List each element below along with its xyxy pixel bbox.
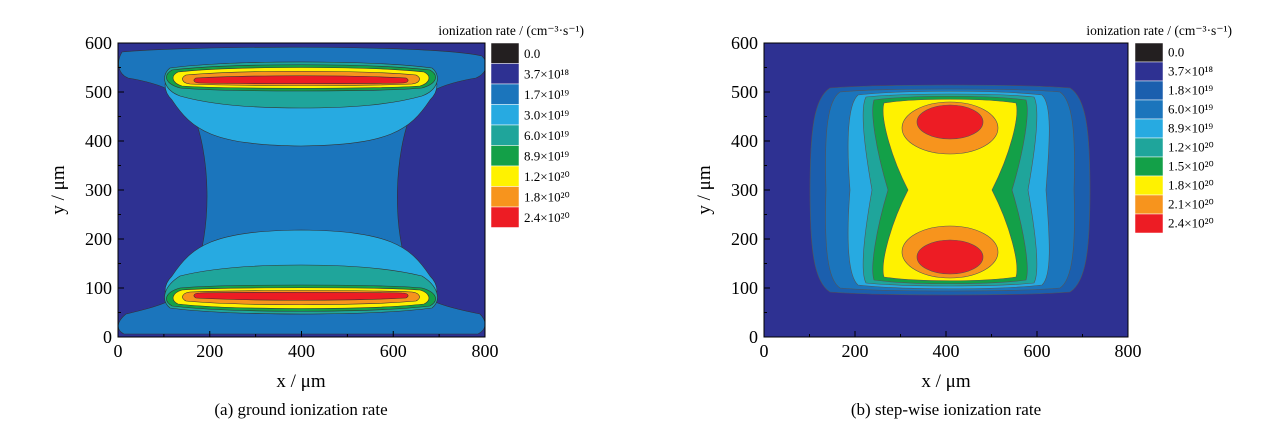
- colorbar-swatch-a-4: [490, 124, 520, 146]
- x-tick-label-b-3: 600: [1024, 341, 1051, 361]
- contour-a-top-level-7: [193, 75, 409, 85]
- x-tick-label-a-3: 600: [380, 341, 407, 361]
- colorbar-swatch-b-8: [1134, 194, 1164, 215]
- colorbar-label-b-5: 1.2×10²⁰: [1168, 140, 1214, 155]
- colorbar-b: ionization rate / (cm⁻³·s⁻¹) 0.0 3.7×10¹⁸…: [1086, 23, 1232, 234]
- caption-a: (a) ground ionization rate: [214, 400, 387, 419]
- chart-b-contours: [764, 43, 1128, 337]
- colorbar-label-b-3: 6.0×10¹⁹: [1168, 102, 1213, 117]
- colorbar-swatch-b-9: [1134, 213, 1164, 234]
- colorbar-label-b-6: 1.5×10²⁰: [1168, 159, 1214, 174]
- colorbar-label-a-4: 6.0×10¹⁹: [524, 128, 569, 143]
- chart-a-contours: [118, 43, 485, 337]
- colorbar-swatch-a-1: [490, 63, 520, 85]
- colorbar-swatch-a-8: [490, 206, 520, 228]
- colorbar-swatch-b-1: [1134, 61, 1164, 82]
- x-axis-label-a: x / μm: [276, 371, 325, 392]
- y-tick-label-b-6: 600: [731, 33, 758, 53]
- contour-b-top-level-8: [916, 104, 984, 140]
- colorbar-swatch-a-3: [490, 104, 520, 126]
- colorbar-label-a-6: 1.2×10²⁰: [524, 169, 570, 184]
- y-tick-label-a-1: 100: [85, 278, 112, 298]
- y-tick-label-b-2: 200: [731, 229, 758, 249]
- colorbar-swatch-a-7: [490, 186, 520, 208]
- colorbar-swatch-b-3: [1134, 99, 1164, 120]
- y-tick-label-b-1: 100: [731, 278, 758, 298]
- y-tick-label-a-4: 400: [85, 131, 112, 151]
- y-tick-label-b-4: 400: [731, 131, 758, 151]
- y-tick-label-a-0: 0: [103, 327, 112, 347]
- colorbar-title-b: ionization rate / (cm⁻³·s⁻¹): [1086, 23, 1232, 38]
- y-tick-label-b-5: 500: [731, 82, 758, 102]
- y-tick-label-a-6: 600: [85, 33, 112, 53]
- colorbar-label-a-1: 3.7×10¹⁸: [524, 66, 569, 81]
- colorbar-label-a-3: 3.0×10¹⁹: [524, 107, 569, 122]
- colorbar-label-a-7: 1.8×10²⁰: [524, 189, 570, 204]
- colorbar-swatch-b-5: [1134, 137, 1164, 158]
- x-axis-label-b: x / μm: [921, 371, 970, 392]
- y-tick-label-b-3: 300: [731, 180, 758, 200]
- colorbar-label-a-0: 0.0: [524, 46, 540, 61]
- x-tick-label-b-2: 400: [933, 341, 960, 361]
- colorbar-a-swatches: 0.0 3.7×10¹⁸ 1.7×10¹⁹ 3.0×10¹⁹ 6.0×10¹⁹ 8.9×1…: [490, 42, 570, 228]
- y-axis-label-b: y / μm: [694, 165, 715, 214]
- axes-a: 0 200 400 600 800 0 100 200 300 400 500 600: [85, 33, 499, 361]
- y-axis-label-a: y / μm: [48, 165, 69, 214]
- x-tick-label-a-2: 400: [288, 341, 315, 361]
- colorbar-label-b-2: 1.8×10¹⁹: [1168, 83, 1213, 98]
- contour-a-bottom-level-7: [193, 291, 409, 301]
- y-tick-label-a-5: 500: [85, 82, 112, 102]
- colorbar-swatch-b-2: [1134, 80, 1164, 101]
- colorbar-label-b-4: 8.9×10¹⁹: [1168, 121, 1213, 136]
- y-tick-label-a-3: 300: [85, 180, 112, 200]
- y-tick-label-a-2: 200: [85, 229, 112, 249]
- x-tick-label-b-4: 800: [1115, 341, 1142, 361]
- y-tick-label-b-0: 0: [749, 327, 758, 347]
- caption-b: (b) step-wise ionization rate: [851, 400, 1041, 419]
- colorbar-label-b-0: 0.0: [1168, 45, 1184, 60]
- colorbar-swatch-a-5: [490, 145, 520, 167]
- colorbar-swatch-a-6: [490, 165, 520, 187]
- colorbar-swatch-b-6: [1134, 156, 1164, 177]
- x-tick-label-a-1: 200: [196, 341, 223, 361]
- colorbar-label-b-7: 1.8×10²⁰: [1168, 178, 1214, 193]
- colorbar-label-b-8: 2.1×10²⁰: [1168, 197, 1214, 212]
- colorbar-swatch-b-7: [1134, 175, 1164, 196]
- colorbar-swatch-a-0: [490, 42, 520, 64]
- colorbar-b-swatches: 0.0 3.7×10¹⁸ 1.8×10¹⁹ 6.0×10¹⁹ 8.9×10¹⁹ 1.2×1…: [1134, 42, 1214, 234]
- colorbar-title-a: ionization rate / (cm⁻³·s⁻¹): [438, 23, 584, 38]
- colorbar-label-b-9: 2.4×10²⁰: [1168, 216, 1214, 231]
- colorbar-swatch-b-0: [1134, 42, 1164, 63]
- colorbar-label-b-1: 3.7×10¹⁸: [1168, 64, 1213, 79]
- colorbar-swatch-a-2: [490, 83, 520, 105]
- colorbar-label-a-2: 1.7×10¹⁹: [524, 87, 569, 102]
- contour-b-bottom-level-8: [916, 239, 984, 275]
- x-tick-label-b-0: 0: [760, 341, 769, 361]
- colorbar-swatch-b-4: [1134, 118, 1164, 139]
- x-tick-label-a-0: 0: [114, 341, 123, 361]
- colorbar-label-a-8: 2.4×10²⁰: [524, 210, 570, 225]
- colorbar-label-a-5: 8.9×10¹⁹: [524, 148, 569, 163]
- x-tick-label-a-4: 800: [472, 341, 499, 361]
- colorbar-a: ionization rate / (cm⁻³·s⁻¹) 0.0 3.7×10¹⁸…: [438, 23, 584, 228]
- axes-b: 0 200 400 600 800 0 100 200 300 400 500 600: [731, 33, 1142, 361]
- x-tick-label-b-1: 200: [842, 341, 869, 361]
